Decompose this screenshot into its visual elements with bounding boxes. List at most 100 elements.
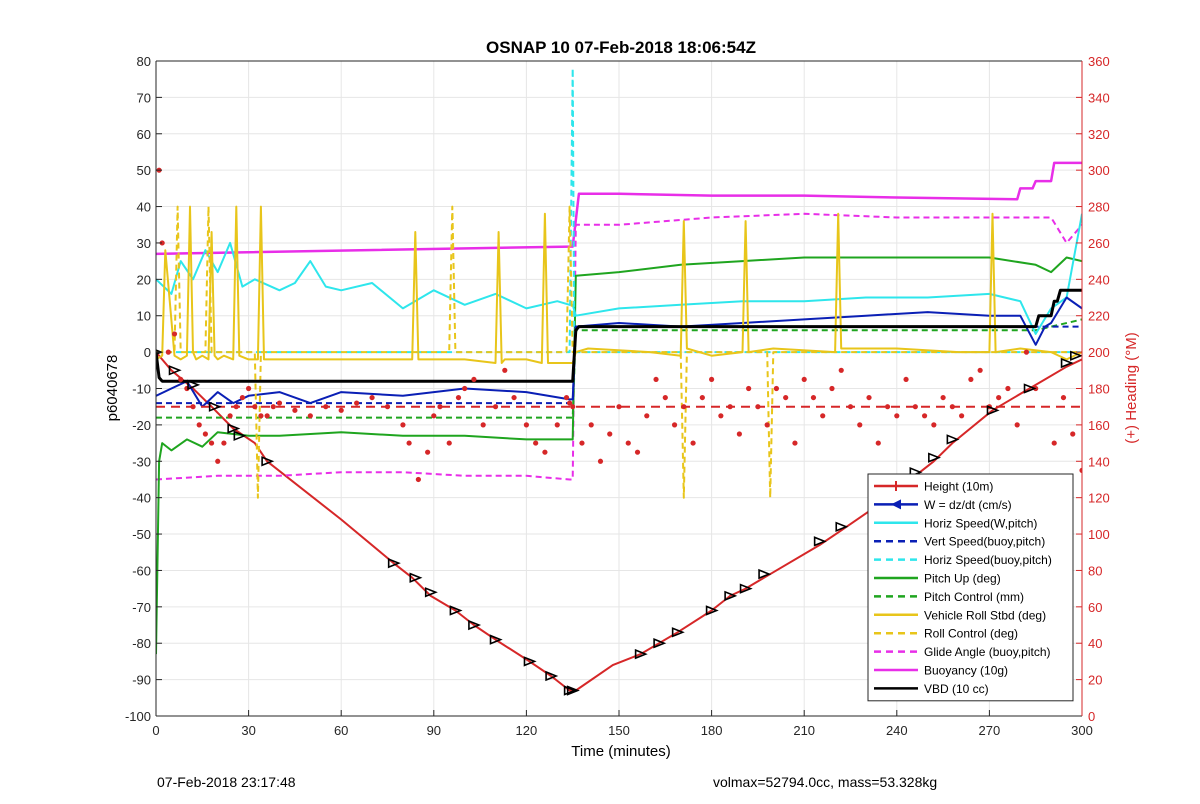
chart-title: OSNAP 10 07-Feb-2018 18:06:54Z [486,38,756,57]
y-tick-label: 20 [137,272,151,287]
heading-point [968,376,974,383]
y-tick-label: -100 [125,709,151,724]
heading-point [1070,431,1076,437]
y-tick-label: -40 [132,491,151,506]
legend-item-horiz-speed-w-pitch: Horiz Speed(W,pitch) [874,516,1037,530]
y2-tick-label: 260 [1088,236,1110,251]
w-marker [468,619,482,631]
y2-tick-label: 0 [1088,709,1095,724]
y2-tick-label: 140 [1088,454,1110,469]
heading-point [202,431,208,437]
heading-point [773,385,780,392]
heading-point [607,431,613,437]
heading-point [159,240,165,246]
y-tick-label: -20 [132,418,151,433]
w-marker [168,365,182,376]
x-tick-label: 180 [701,723,723,738]
y2-tick-label: 40 [1088,636,1102,651]
w-marker [387,557,401,569]
heading-point [446,440,452,446]
heading-point [165,349,171,355]
heading-point [171,331,178,337]
heading-point [829,385,835,392]
series-horiz-speed-w-pitch [156,213,1082,335]
heading-point [492,404,499,410]
w-marker [409,572,423,583]
w-marker [724,590,738,602]
y2-axis-label: (+) Heading (°M) [1123,332,1140,443]
heading-point [875,440,881,446]
y-tick-label: -70 [132,600,151,615]
heading-point [783,394,789,401]
heading-point [462,385,468,392]
y2-tick-label: 80 [1088,563,1102,578]
legend-label: W = dz/dt (cm/s) [924,498,1012,512]
axes: 0 30 60 90 120 150 180 210 240 270 300807060504030… [125,54,1110,738]
heading-point [820,413,826,419]
w-marker [946,434,960,445]
y2-tick-label: 20 [1088,673,1102,688]
heading-point [1023,349,1030,355]
y2-tick-label: 220 [1088,309,1110,324]
heading-point [455,394,462,401]
x-axis-label: Time (minutes) [571,743,670,760]
legend-item-vehicle-roll-stbd-deg: Vehicle Roll Stbd (deg) [874,608,1046,622]
footer-volmax-mass: volmax=52794.0cc, mass=53.328kg [713,774,938,790]
x-tick-label: 120 [516,723,538,738]
w-marker [208,401,222,412]
x-tick-label: 0 [152,723,159,738]
series-roll-control-deg [156,205,1082,499]
y-tick-label: 60 [137,127,151,142]
heading-point [276,400,283,406]
heading-point [810,394,817,401]
x-tick-label: 90 [427,723,441,738]
heading-point [625,440,631,446]
y-tick-label: 50 [137,163,151,178]
x-tick-label: 240 [886,723,908,738]
y2-tick-label: 320 [1088,127,1110,142]
legend-label: Height (10m) [924,480,993,494]
series-layer [156,67,1082,696]
y2-tick-label: 340 [1088,90,1110,105]
heading-point [431,413,437,419]
w-marker [545,670,559,682]
w-marker [227,423,241,434]
heading-point [471,376,477,383]
y2-tick-label: 240 [1088,272,1110,287]
w-marker [1060,357,1074,369]
heading-point [838,367,844,373]
x-tick-label: 210 [793,723,815,738]
w-marker [563,685,577,696]
heading-point [437,404,443,410]
legend-item-height-10m: Height (10m) [874,480,993,494]
y2-tick-label: 200 [1088,345,1110,360]
series-vbd-10-cc [156,288,1082,383]
w-marker [261,456,275,467]
heading-point [258,413,264,419]
y-tick-label: -80 [132,636,151,651]
heading-point [511,394,517,401]
heading-point [264,413,270,419]
heading-point [931,422,937,428]
y2-tick-label: 100 [1088,527,1110,542]
legend: Height (10m) W = dz/dt (cm/s) Horiz Speed(… [867,473,1074,702]
heading-point [588,422,594,428]
heading-point [579,440,585,446]
heading-point [239,394,246,401]
heading-point [1014,422,1020,428]
heading-point [338,407,344,413]
x-tick-label: 270 [979,723,1001,738]
heading-point [1051,440,1057,446]
y-tick-label: 30 [137,236,151,251]
w-marker [1023,383,1037,394]
legend-item-glide-angle-buoy-pitch: Glide Angle (buoy,pitch) [874,645,1051,659]
x-tick-label: 150 [608,723,630,738]
heading-point [542,449,548,455]
heading-point [354,400,360,406]
heading-point [221,440,227,446]
x-tick-label: 30 [241,723,255,738]
heading-point [718,413,724,419]
y2-tick-label: 300 [1088,163,1110,178]
heading-point [400,422,406,428]
